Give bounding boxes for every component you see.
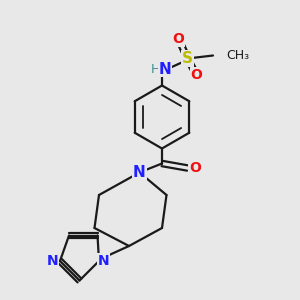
Text: O: O — [190, 68, 202, 82]
Text: O: O — [189, 161, 201, 175]
Text: N: N — [47, 254, 58, 268]
Text: O: O — [172, 32, 184, 46]
Text: S: S — [182, 51, 193, 66]
Text: N: N — [98, 254, 109, 268]
Text: N: N — [133, 165, 146, 180]
Text: N: N — [159, 61, 171, 76]
Text: H: H — [151, 62, 160, 76]
Text: CH₃: CH₃ — [226, 49, 250, 62]
